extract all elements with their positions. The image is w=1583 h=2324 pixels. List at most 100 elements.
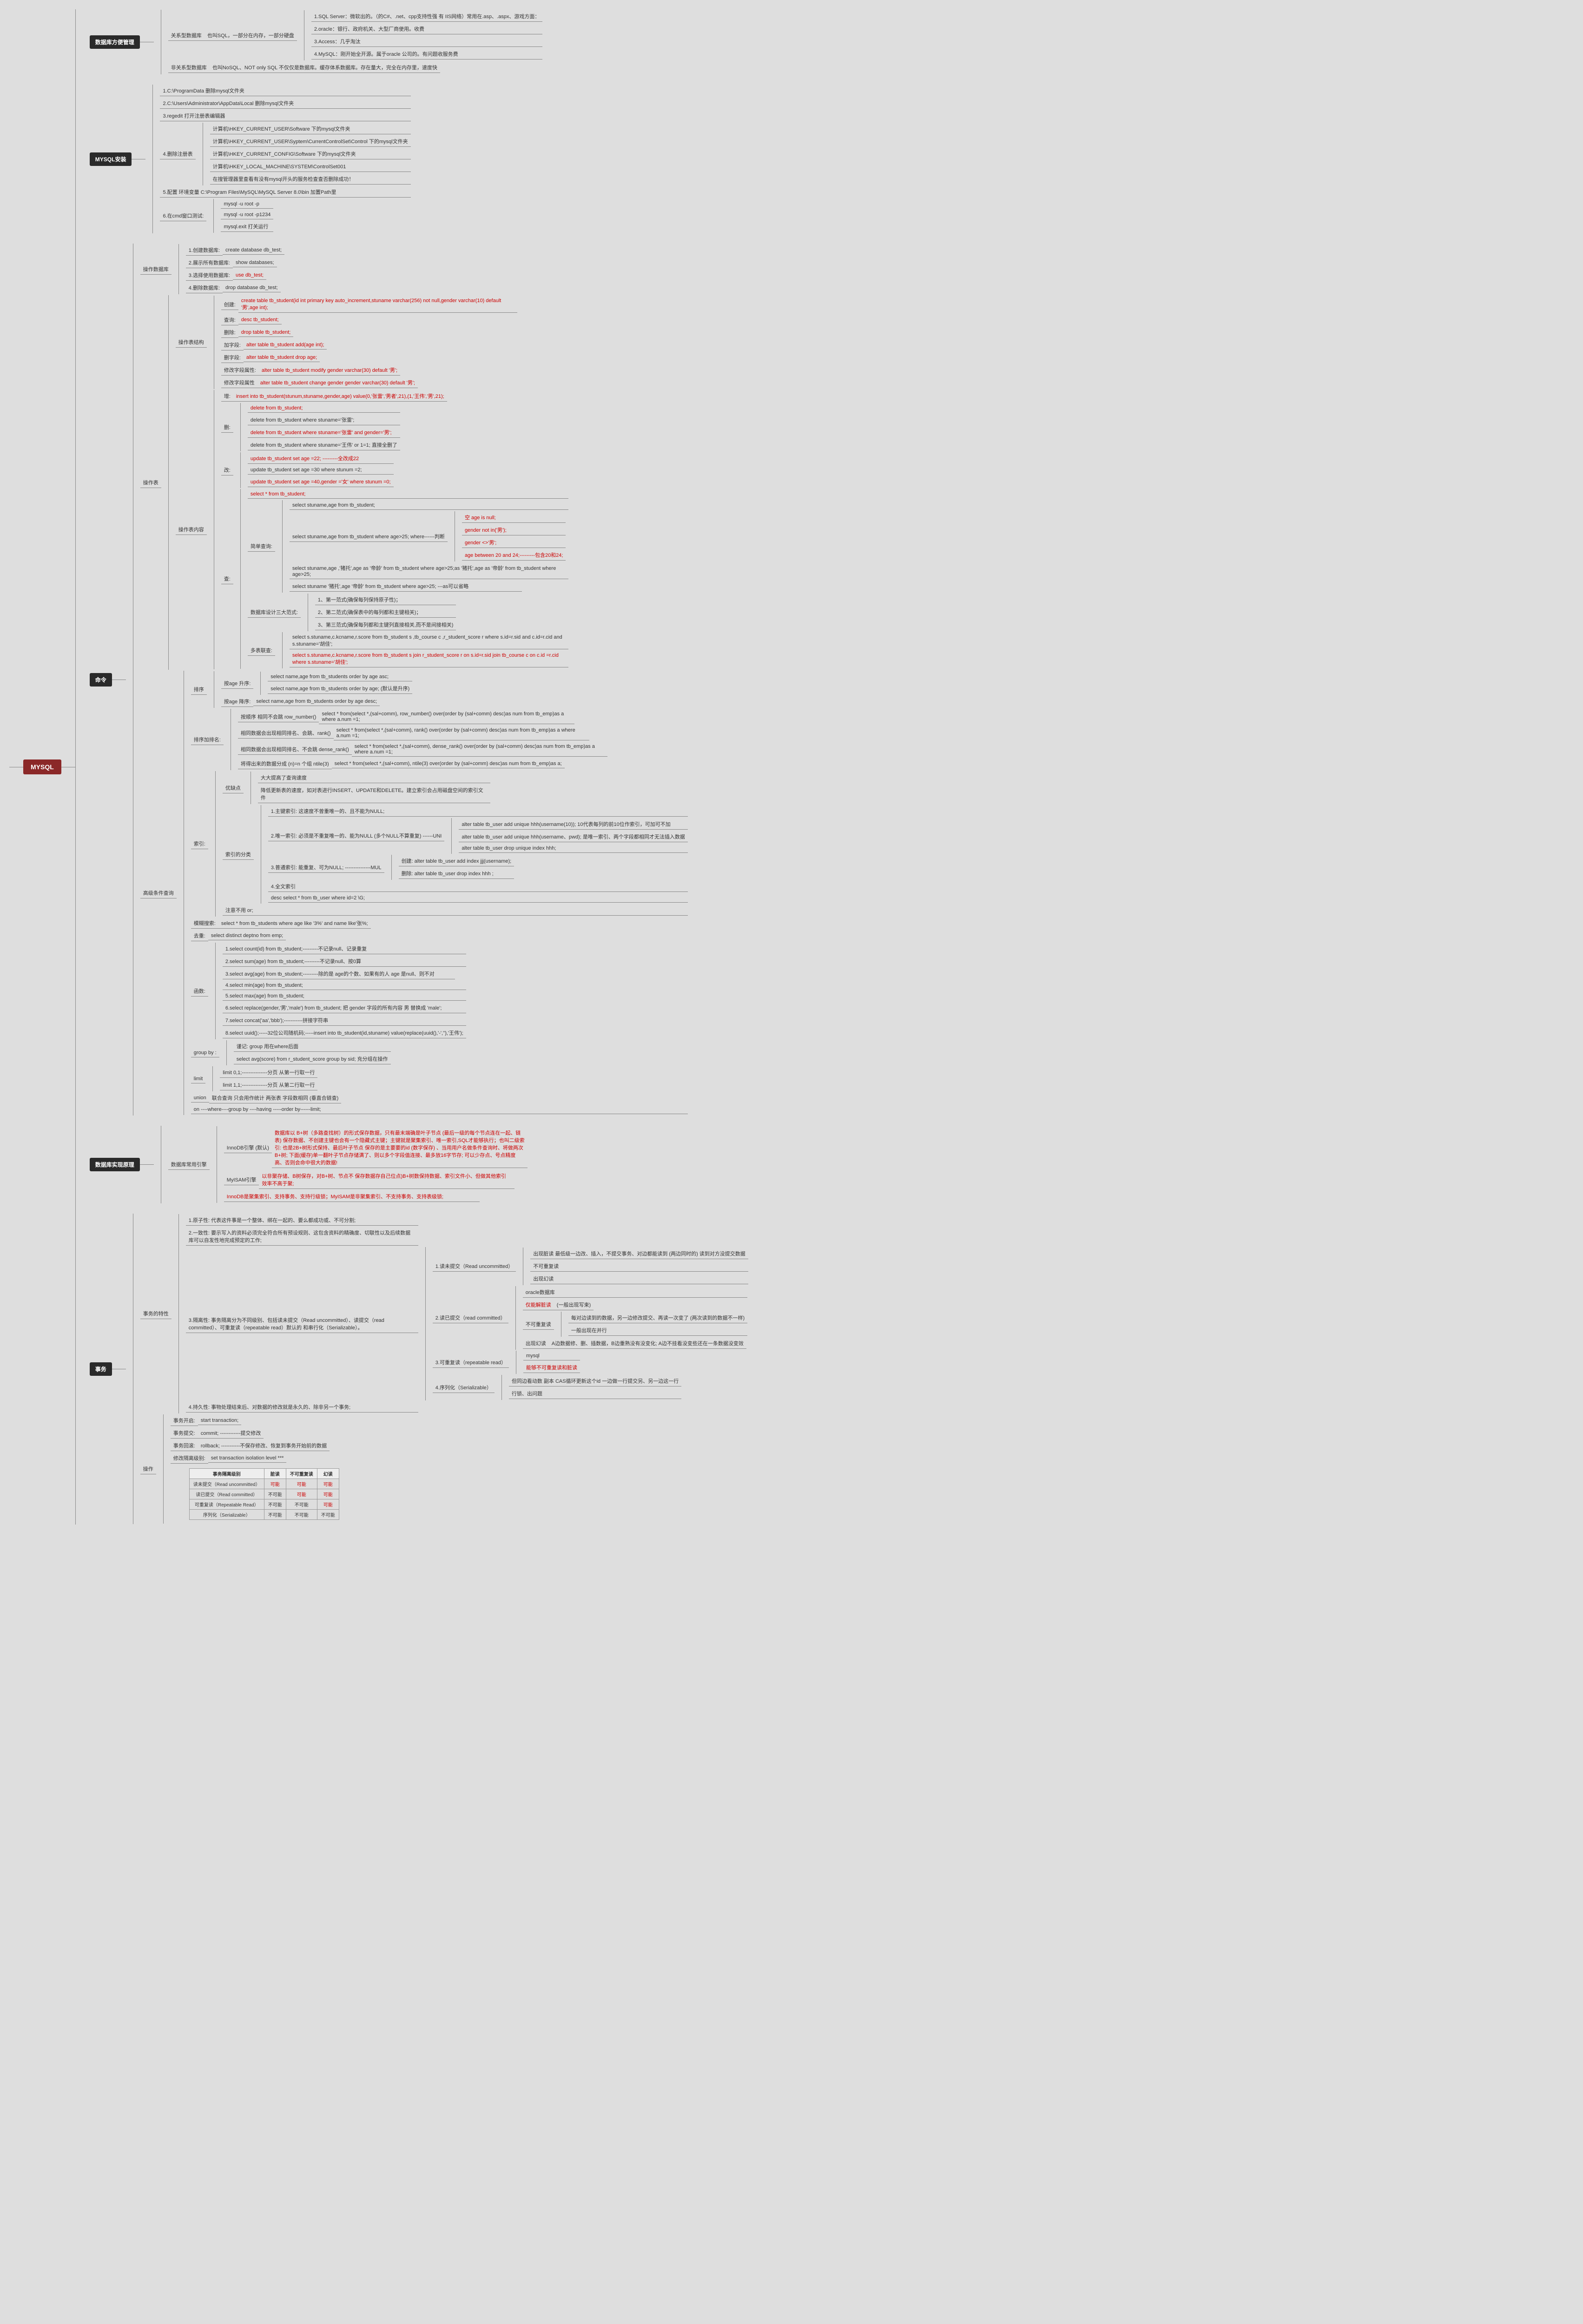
- tcs-l: 查:: [221, 574, 233, 584]
- idxt2a: alter table tb_user add unique hhh(usern…: [459, 819, 688, 830]
- fuzzy-l: 模糊搜索:: [191, 918, 218, 929]
- root-node: MYSQL: [23, 759, 61, 774]
- prop2: 2.一致性: 要示写入的资料必须完全符合所有预设规则、这包含资料的精确度、切联性…: [186, 1228, 418, 1246]
- inst-6a: mysql -u root -p: [221, 200, 273, 209]
- tsm-l: 修改字段属性:: [221, 365, 259, 376]
- iso1-l: 1.读未提交（Read uncommitted）: [433, 1261, 516, 1272]
- fn2: 2.select sum(age) from tb_student;------…: [223, 956, 466, 967]
- rank1-r: select * from(select *,(sal+comm), row_n…: [319, 710, 574, 724]
- tsc-l: 创建:: [221, 299, 238, 310]
- iso1c: 出现幻读: [530, 1274, 748, 1284]
- tsd-l: 删除:: [221, 327, 238, 338]
- sorta-l: 按age 升序:: [221, 678, 253, 689]
- tcd1: delete from tb_student;: [248, 404, 400, 413]
- rank2-l: 相同数据会出现相同排名、会跳、rank(): [238, 728, 334, 739]
- tcu3: update tb_student set age =40,gender ='女…: [248, 476, 394, 487]
- sortde-r: select name,age from tb_students order b…: [253, 697, 380, 706]
- isolation-table: 事务隔离级别脏读不可重复读幻读 读未提交（Read uncommitted）可能…: [189, 1468, 339, 1520]
- iso2a-r: (一般出现写束): [554, 1300, 594, 1310]
- iso2-oracle: oracle数据库: [523, 1287, 747, 1298]
- idx-or: 注意不用 or;: [223, 905, 688, 916]
- rel-1: 1.SQL Server：微软出的。（的C#、.net、cpp支持性强 有 II…: [311, 11, 543, 22]
- tsr-r: alter table tb_student drop age;: [244, 353, 320, 362]
- inno1: 数据库以 B+树（多路查找树）的形式保存数据，只有最末端确是叶子节点 (最后一级…: [272, 1128, 528, 1168]
- tr2: 读已提交（Read committed）: [189, 1489, 264, 1499]
- mt-l: 多表联查:: [248, 645, 275, 656]
- idxt3a: 创建: alter table tb_user add index jjj(us…: [399, 856, 514, 866]
- inst-3: 3.regedit 打开注册表编辑器: [160, 111, 410, 121]
- tsr-l: 删字段:: [221, 352, 244, 363]
- nf1: 1、第一范式(确保每列保持原子性)；: [315, 594, 456, 605]
- prop4: 4.持久性: 事物处理结束后、对数据的修改就是永久的、除非另一个事务;: [186, 1402, 418, 1413]
- th3: 不可重复读: [286, 1469, 317, 1479]
- tcs1a: select stuname,age from tb_student;: [290, 501, 568, 510]
- tsd-r: drop table tb_student;: [238, 328, 293, 337]
- c12: 可能: [286, 1479, 317, 1489]
- iso4a: 但同边看动数 副本 CAS循环更新这个id 一边做一行提交另、另一边这一行: [509, 1376, 681, 1386]
- tr3: 可重复读（Repeatable Read）: [189, 1499, 264, 1510]
- cond-ne: gender <>'男';: [462, 537, 566, 548]
- iso2a-l: 仅能解脏读: [523, 1300, 554, 1310]
- tsq-r: desc tb_student;: [238, 316, 282, 324]
- iso4b: 行锁、出问题: [509, 1388, 681, 1399]
- idxt3b: 删除: alter table tb_user drop index hhh ;: [399, 868, 514, 879]
- tr4: 序列化（Serializable）: [189, 1510, 264, 1520]
- fn1: 1.select count(id) from tb_student;-----…: [223, 944, 466, 954]
- idxt2-l: 2.唯一索引: 必须是不重复唯一的、能为NULL (多个NULL不算重复) --…: [268, 831, 444, 841]
- iso3-my: mysql: [523, 1352, 580, 1360]
- op3-l: 事务回滚:: [171, 1440, 198, 1451]
- adv-l: 高级条件查询: [140, 888, 177, 898]
- idxt2b: alter table tb_user add unique hhh(usern…: [459, 832, 688, 842]
- myi-r: 以非聚存储、B树保存，对B+树、节点不 保存数据存自己位点)B+树数保持数据、索…: [259, 1171, 514, 1189]
- tbl-content: 操作表内容: [176, 524, 207, 535]
- mt2: select s.stuname,c.kcname,r.score from t…: [290, 651, 568, 667]
- db1l: 1.创建数据库:: [186, 245, 223, 256]
- rank-l: 排序加排名:: [191, 734, 224, 745]
- iso3a: 能够不可重复读和脏读: [523, 1362, 580, 1373]
- db4l: 4.删除数据库:: [186, 283, 223, 293]
- l1-db-mgmt: 数据库方便管理: [90, 35, 140, 49]
- db2r: show databases;: [233, 258, 277, 267]
- lm1: limit 0,1;---------------分页 从第一行取一行: [220, 1067, 317, 1078]
- idx-l: 索引:: [191, 838, 208, 849]
- l1-cmd: 命令: [90, 673, 112, 687]
- db1r: create database db_test;: [223, 246, 284, 255]
- rel-2: 2.oracle：银行、政府机关、大型厂商使用。收费: [311, 24, 543, 34]
- myi-l: MyISAM引擎: [224, 1175, 259, 1185]
- idxt2c: alter table tb_user drop unique index hh…: [459, 844, 688, 853]
- op2-r: commit; ------------提交修改: [198, 1428, 264, 1439]
- tcu2: update tb_student set age =30 where stun…: [248, 466, 394, 475]
- branch-impl: 数据库实现原理 数据库常用引擎 InnoDB引擎 (默认) 数据库以 B+树（多…: [90, 1126, 748, 1203]
- op-l: 操作: [140, 1464, 156, 1474]
- cond-bt: age between 20 and 24;---------包含20和24;: [462, 550, 566, 561]
- fn3: 3.select avg(age) from tb_student;------…: [223, 969, 455, 979]
- inst-1: 1.C:\ProgramData 删除mysql文件夹: [160, 86, 410, 96]
- c23: 可能: [317, 1489, 339, 1499]
- nf2: 2、第二范式(确保表中的每列都和主键相关)；: [315, 607, 456, 618]
- sorta-r: select name,age from tb_students order b…: [268, 673, 412, 681]
- idxadv1: 大大提高了查询速度: [258, 772, 490, 783]
- th2: 脏读: [264, 1469, 286, 1479]
- gb2: select avg(score) from r_student_score g…: [234, 1054, 391, 1064]
- nf-l: 数据库设计三大范式:: [248, 607, 301, 618]
- rank3-l: 相同数据会出现相同排名、不会跳 dense_rank(): [238, 744, 352, 755]
- op2-l: 事务提交:: [171, 1428, 198, 1439]
- un-l: union: [191, 1094, 209, 1103]
- sort-l: 排序: [191, 684, 207, 695]
- eng-l: 数据库常用引擎: [168, 1159, 210, 1170]
- op4-r: set transaction isolation level ***: [208, 1454, 287, 1463]
- c13: 可能: [317, 1479, 339, 1489]
- c22: 可能: [286, 1489, 317, 1499]
- rank4-l: 将得出来的数据分成 (n)=n 个组 ntile(3): [238, 759, 332, 769]
- tcd-l: 删:: [221, 422, 233, 433]
- op3-r: rollback; -----------不保存修改、恢复到事务开始前的数据: [198, 1440, 330, 1451]
- branch-db-mgmt: 数据库方便管理 关系型数据库 也叫SQL，一部分在内存，一部分硬盘 1.SQL …: [90, 10, 748, 74]
- prop3: 3.隔离性: 事务隔离分为不同级别、包括读未提交（Read uncommitte…: [186, 1315, 418, 1333]
- idxt3-l: 3.普通索引: 能重复、可为NULL; ---------------MUL: [268, 862, 384, 873]
- rank1-l: 按顺序 相同不会跳 row_number(): [238, 712, 319, 722]
- l1-tx: 事务: [90, 1362, 112, 1376]
- dist-l: 去重:: [191, 931, 208, 941]
- iso2d-r: A边数据修、删、插数据，B边重熟没有没变化; A边不挂看没变些还在一条数据没变效: [549, 1338, 746, 1349]
- fn5: 5.select max(age) from tb_student;: [223, 992, 466, 1001]
- branch-tx: 事务 事务的特性 1.原子性: 代表这件事是一个整体、绑在一起的、要么都成功或、…: [90, 1214, 748, 1524]
